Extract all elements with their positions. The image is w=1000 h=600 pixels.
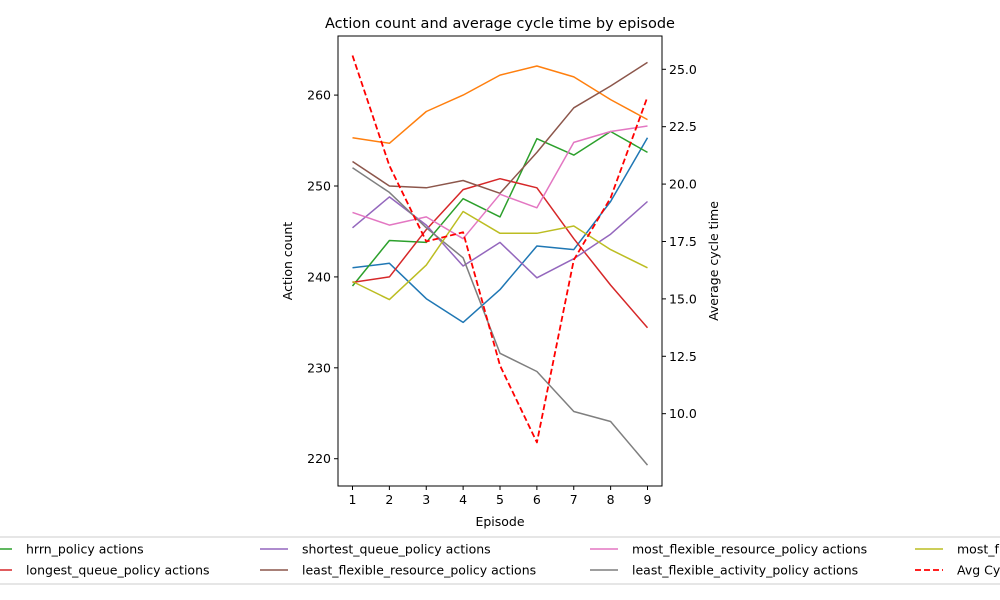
x-tick-label: 5 bbox=[496, 492, 504, 507]
y-axis-right: 10.0 12.5 15.0 17.5 20.0 22.5 25.0 bbox=[662, 62, 697, 421]
series-line-6 bbox=[352, 61, 648, 195]
y-left-tick-label: 260 bbox=[307, 88, 331, 103]
chart-title: Action count and average cycle time by e… bbox=[325, 16, 675, 32]
series-line-10 bbox=[351, 55, 649, 444]
x-tick-label: 4 bbox=[459, 492, 467, 507]
series-line-2 bbox=[352, 65, 648, 145]
legend-label: longest_queue_policy actions bbox=[26, 563, 210, 578]
y-right-tick-label: 12.5 bbox=[669, 349, 697, 364]
y-right-tick-label: 10.0 bbox=[669, 406, 697, 421]
y-right-tick-label: 17.5 bbox=[669, 234, 697, 249]
y-right-tick-label: 15.0 bbox=[669, 291, 697, 306]
legend-label: least_flexible_activity_policy actions bbox=[632, 563, 858, 578]
series-line-3 bbox=[351, 130, 648, 287]
legend-label: hrrn_policy actions bbox=[26, 542, 144, 557]
y-left-tick-label: 250 bbox=[307, 179, 331, 194]
y-left-tick-label: 240 bbox=[307, 269, 331, 284]
x-tick-label: 1 bbox=[349, 492, 357, 507]
y-right-tick-label: 22.5 bbox=[669, 119, 697, 134]
series-line-1 bbox=[352, 137, 649, 324]
legend-label: shortest_queue_policy actions bbox=[302, 542, 491, 557]
plot-lines bbox=[351, 55, 649, 466]
series-line-8 bbox=[352, 167, 649, 466]
x-axis-label: Episode bbox=[475, 514, 524, 529]
legend-label: Avg Cy bbox=[957, 563, 1000, 578]
y-left-tick-label: 220 bbox=[307, 451, 331, 466]
y-right-tick-label: 25.0 bbox=[669, 62, 697, 77]
x-tick-label: 3 bbox=[422, 492, 430, 507]
x-tick-label: 2 bbox=[385, 492, 393, 507]
series-line-4 bbox=[352, 177, 649, 329]
legend-label: most_f bbox=[957, 542, 999, 557]
plot-frame bbox=[337, 35, 663, 487]
legend-frame bbox=[0, 536, 1000, 585]
legend-label: least_flexible_resource_policy actions bbox=[302, 563, 536, 578]
y-left-tick-label: 230 bbox=[307, 360, 331, 375]
legend: hrrn_policy actions longest_queue_policy … bbox=[0, 536, 1000, 585]
series-line-9 bbox=[352, 210, 648, 301]
y-axis-label-right: Average cycle time bbox=[706, 201, 721, 321]
y-right-tick-label: 20.0 bbox=[669, 177, 697, 192]
x-tick-label: 9 bbox=[644, 492, 652, 507]
x-tick-label: 6 bbox=[533, 492, 541, 507]
y-axis-label-left: Action count bbox=[280, 222, 295, 300]
x-tick-label: 8 bbox=[607, 492, 615, 507]
y-axis-left: 220 230 240 250 260 bbox=[307, 88, 338, 466]
x-tick-label: 7 bbox=[570, 492, 578, 507]
legend-label: most_flexible_resource_policy actions bbox=[632, 542, 867, 557]
series-line-7 bbox=[352, 125, 648, 240]
x-axis: 1 2 3 4 5 6 7 8 9 bbox=[349, 486, 652, 507]
